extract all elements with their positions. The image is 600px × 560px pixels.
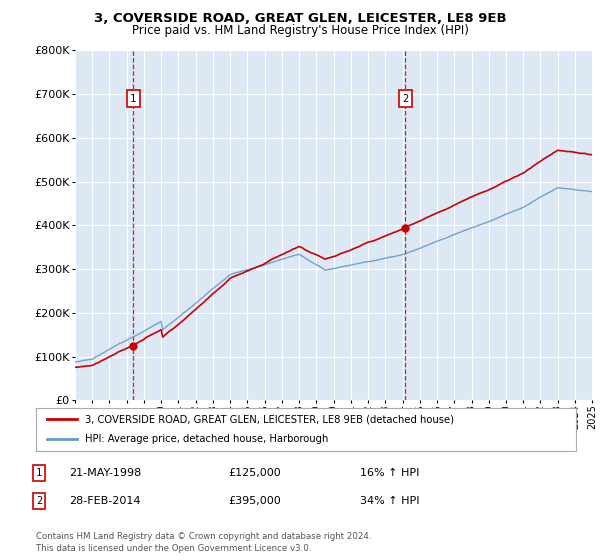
Text: 3, COVERSIDE ROAD, GREAT GLEN, LEICESTER, LE8 9EB: 3, COVERSIDE ROAD, GREAT GLEN, LEICESTER… xyxy=(94,12,506,25)
Text: 28-FEB-2014: 28-FEB-2014 xyxy=(69,496,140,506)
Text: 2: 2 xyxy=(36,496,42,506)
Text: 1: 1 xyxy=(36,468,42,478)
Text: 3, COVERSIDE ROAD, GREAT GLEN, LEICESTER, LE8 9EB (detached house): 3, COVERSIDE ROAD, GREAT GLEN, LEICESTER… xyxy=(85,414,454,424)
Text: 16% ↑ HPI: 16% ↑ HPI xyxy=(360,468,419,478)
Text: £395,000: £395,000 xyxy=(228,496,281,506)
Text: Contains HM Land Registry data © Crown copyright and database right 2024.
This d: Contains HM Land Registry data © Crown c… xyxy=(36,533,371,553)
Text: 21-MAY-1998: 21-MAY-1998 xyxy=(69,468,141,478)
Text: Price paid vs. HM Land Registry's House Price Index (HPI): Price paid vs. HM Land Registry's House … xyxy=(131,24,469,36)
Text: £125,000: £125,000 xyxy=(228,468,281,478)
Text: 34% ↑ HPI: 34% ↑ HPI xyxy=(360,496,419,506)
Text: 2: 2 xyxy=(403,94,409,104)
Text: 1: 1 xyxy=(130,94,136,104)
Text: HPI: Average price, detached house, Harborough: HPI: Average price, detached house, Harb… xyxy=(85,434,328,444)
